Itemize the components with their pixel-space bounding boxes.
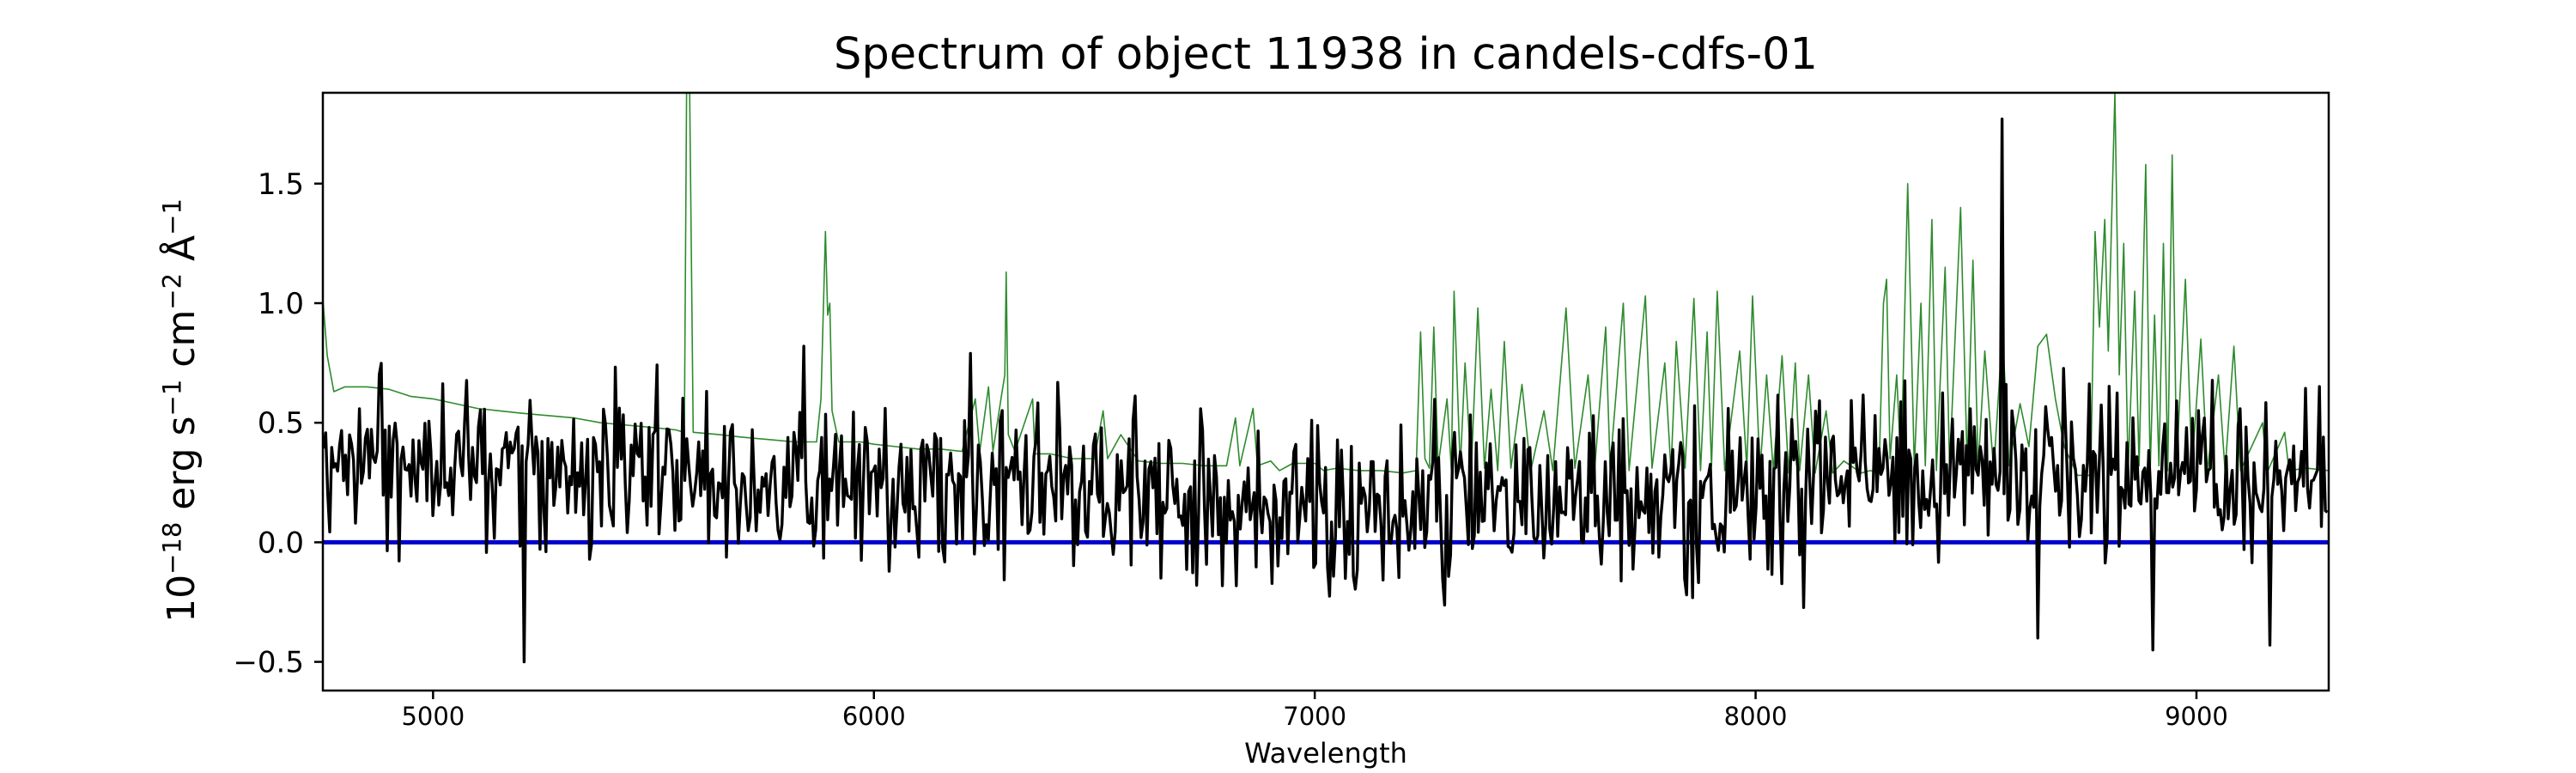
- x-tick-label: 5000: [401, 702, 465, 731]
- y-tick-label: 1.5: [258, 167, 304, 202]
- x-axis-label: Wavelength: [1244, 737, 1407, 770]
- x-tick-label: 7000: [1283, 702, 1346, 731]
- x-tick-label: 8000: [1724, 702, 1788, 731]
- y-tick-label: 0.0: [258, 526, 304, 560]
- x-tick-label: 6000: [842, 702, 906, 731]
- y-tick-label: −0.5: [233, 646, 304, 680]
- x-tick-label: 9000: [2165, 702, 2228, 731]
- y-tick-label: 1.0: [258, 287, 304, 321]
- y-tick-label: 0.5: [258, 406, 304, 441]
- plot-area-frame: [321, 91, 2330, 692]
- chart-title: Spectrum of object 11938 in candels-cdfs…: [834, 29, 1818, 80]
- spectrum-line: [323, 117, 2329, 664]
